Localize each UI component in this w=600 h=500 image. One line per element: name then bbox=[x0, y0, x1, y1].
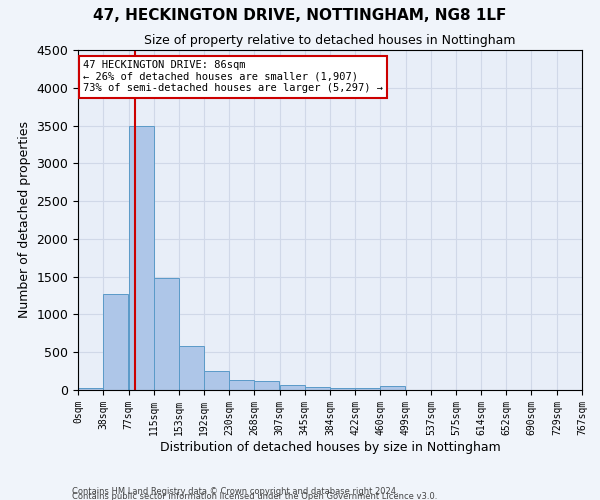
Text: Contains HM Land Registry data © Crown copyright and database right 2024.: Contains HM Land Registry data © Crown c… bbox=[72, 486, 398, 496]
Text: Contains public sector information licensed under the Open Government Licence v3: Contains public sector information licen… bbox=[72, 492, 437, 500]
Title: Size of property relative to detached houses in Nottingham: Size of property relative to detached ho… bbox=[144, 34, 516, 48]
Bar bbox=[331, 388, 355, 390]
Bar bbox=[204, 370, 229, 390]
Bar bbox=[103, 294, 128, 390]
Bar bbox=[254, 381, 279, 390]
Bar bbox=[305, 387, 329, 390]
Bar bbox=[380, 386, 405, 390]
Y-axis label: Number of detached properties: Number of detached properties bbox=[18, 122, 31, 318]
Bar bbox=[355, 388, 380, 390]
Bar bbox=[154, 278, 179, 390]
Text: 47, HECKINGTON DRIVE, NOTTINGHAM, NG8 1LF: 47, HECKINGTON DRIVE, NOTTINGHAM, NG8 1L… bbox=[94, 8, 506, 22]
Bar bbox=[78, 388, 103, 390]
Bar bbox=[280, 385, 305, 390]
Bar bbox=[229, 380, 254, 390]
Text: 47 HECKINGTON DRIVE: 86sqm
← 26% of detached houses are smaller (1,907)
73% of s: 47 HECKINGTON DRIVE: 86sqm ← 26% of deta… bbox=[83, 60, 383, 94]
Bar bbox=[179, 346, 203, 390]
X-axis label: Distribution of detached houses by size in Nottingham: Distribution of detached houses by size … bbox=[160, 440, 500, 454]
Bar bbox=[128, 126, 154, 390]
